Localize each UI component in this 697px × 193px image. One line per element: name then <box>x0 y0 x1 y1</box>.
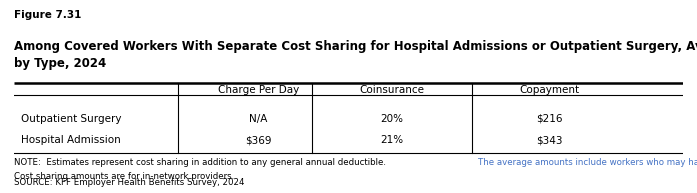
Text: $369: $369 <box>245 135 271 145</box>
Text: 20%: 20% <box>381 114 404 124</box>
Text: Outpatient Surgery: Outpatient Surgery <box>21 114 121 124</box>
Text: Among Covered Workers With Separate Cost Sharing for Hospital Admissions or Outp: Among Covered Workers With Separate Cost… <box>14 40 697 70</box>
Text: N/A: N/A <box>249 114 268 124</box>
Text: 21%: 21% <box>381 135 404 145</box>
Text: Hospital Admission: Hospital Admission <box>21 135 121 145</box>
Text: NOTE:  Estimates represent cost sharing in addition to any general annual deduct: NOTE: Estimates represent cost sharing i… <box>14 158 389 168</box>
Text: $216: $216 <box>536 114 562 124</box>
Text: Charge Per Day: Charge Per Day <box>217 85 299 95</box>
Text: Figure 7.31: Figure 7.31 <box>14 10 82 20</box>
Text: Coinsurance: Coinsurance <box>360 85 424 95</box>
Text: Copayment: Copayment <box>519 85 579 95</box>
Text: NOTE:  Estimates represent cost sharing in addition to any general annual deduct: NOTE: Estimates represent cost sharing i… <box>14 158 389 168</box>
Text: $343: $343 <box>536 135 562 145</box>
Text: Cost sharing amounts are for in-network providers.: Cost sharing amounts are for in-network … <box>14 172 234 181</box>
Text: The average amounts include workers who may have a combination of types of cost : The average amounts include workers who … <box>478 158 697 168</box>
Text: SOURCE: KFF Employer Health Benefits Survey, 2024: SOURCE: KFF Employer Health Benefits Sur… <box>14 179 245 187</box>
